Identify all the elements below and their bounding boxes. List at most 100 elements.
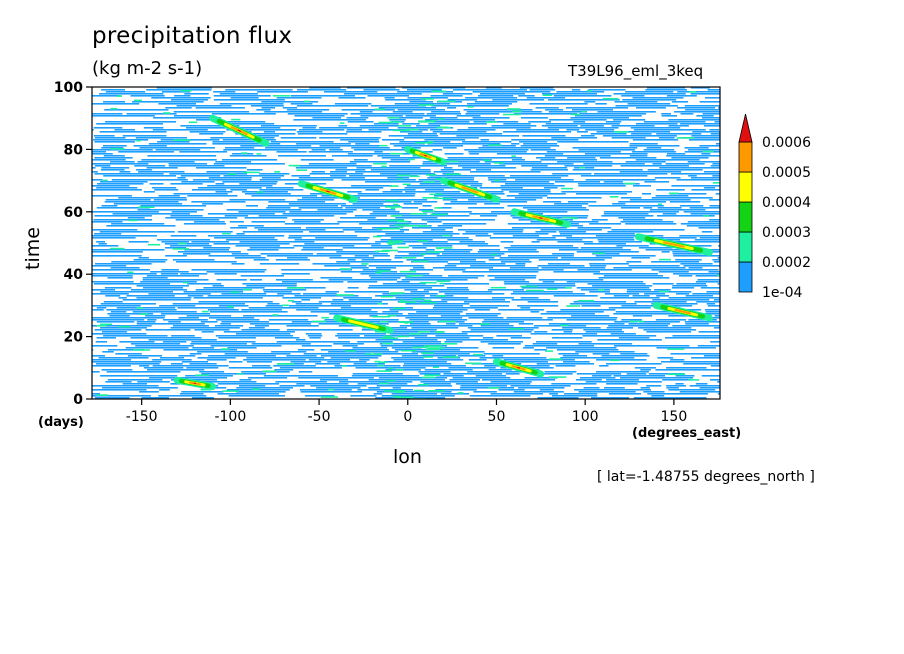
field-patch <box>394 224 409 226</box>
field-streak <box>133 259 168 261</box>
field-streak <box>105 295 121 297</box>
field-streak <box>461 331 532 333</box>
field-patch <box>393 307 406 310</box>
field-streak <box>658 271 689 273</box>
field-streak <box>700 287 720 289</box>
field-patch <box>425 348 440 351</box>
field-streak <box>334 365 401 367</box>
field-streak <box>92 95 121 97</box>
field-streak <box>468 207 504 209</box>
field-streak <box>433 307 498 309</box>
field-streak <box>425 249 435 251</box>
field-streak <box>699 237 720 239</box>
field-streak <box>596 131 671 133</box>
field-streak <box>305 227 363 229</box>
field-streak <box>549 393 559 395</box>
field-patch <box>242 288 253 291</box>
field-streak <box>107 277 133 279</box>
field-streak <box>300 389 352 391</box>
field-streak <box>98 243 107 245</box>
field-streak <box>643 207 653 209</box>
field-streak <box>340 139 379 141</box>
field-streak <box>611 125 655 127</box>
field-patch <box>380 295 394 298</box>
field-streak <box>207 295 284 297</box>
field-streak <box>409 323 431 325</box>
field-streak <box>104 201 179 203</box>
field-streak <box>303 353 371 355</box>
field-streak <box>368 379 445 381</box>
field-streak <box>221 293 267 295</box>
field-streak <box>282 107 298 109</box>
field-streak <box>374 151 383 153</box>
field-streak <box>601 355 650 357</box>
field-streak <box>377 155 400 157</box>
field-streak <box>394 255 424 257</box>
field-streak <box>395 297 469 299</box>
field-patch <box>389 293 397 295</box>
field-streak <box>301 249 343 251</box>
field-streak <box>266 255 342 257</box>
field-streak <box>634 367 656 369</box>
field-streak <box>382 311 399 313</box>
field-streak <box>251 195 318 197</box>
field-streak <box>246 169 263 171</box>
field-streak <box>690 87 710 89</box>
field-streak <box>373 123 399 125</box>
field-streak <box>219 103 284 105</box>
field-patch <box>579 166 585 169</box>
field-streak <box>580 289 610 291</box>
field-streak <box>482 379 555 381</box>
field-streak <box>135 345 194 347</box>
field-streak <box>720 295 740 297</box>
field-streak <box>391 357 425 359</box>
field-streak <box>354 231 404 233</box>
field-streak <box>391 393 438 395</box>
field-streak <box>161 269 179 271</box>
field-streak <box>413 267 425 269</box>
field-streak <box>102 331 127 333</box>
field-streak <box>355 143 370 145</box>
field-streak <box>435 193 505 195</box>
field-streak <box>286 109 330 111</box>
field-streak <box>553 271 600 273</box>
field-streak <box>442 253 505 255</box>
field-streak <box>346 117 369 119</box>
field-streak <box>705 97 720 99</box>
field-streak <box>92 393 100 395</box>
field-streak <box>92 221 123 223</box>
field-patch <box>423 345 442 347</box>
field-patch <box>399 301 417 303</box>
field-streak <box>639 321 680 323</box>
field-streak <box>575 379 602 381</box>
field-streak <box>652 163 662 165</box>
field-streak <box>665 163 705 165</box>
field-streak <box>539 373 573 375</box>
field-streak <box>425 189 444 191</box>
field-streak <box>348 141 380 143</box>
field-streak <box>723 349 770 351</box>
field-streak <box>541 125 578 127</box>
field-patch <box>374 108 385 111</box>
field-streak <box>443 197 501 199</box>
field-streak <box>207 359 227 361</box>
field-streak <box>254 227 301 229</box>
field-streak <box>191 201 246 203</box>
precipitation-field <box>92 87 770 399</box>
field-streak <box>613 313 683 315</box>
field-streak <box>118 197 187 199</box>
x-tick-label: 0 <box>403 409 412 425</box>
field-streak <box>343 297 372 299</box>
field-streak <box>209 317 255 319</box>
field-streak <box>654 177 681 179</box>
field-streak <box>311 149 326 151</box>
field-streak <box>165 217 238 219</box>
field-streak <box>607 231 654 233</box>
field-streak <box>160 357 184 359</box>
field-streak <box>404 187 478 189</box>
field-streak <box>407 97 448 99</box>
field-streak <box>402 87 466 89</box>
field-streak <box>709 199 720 201</box>
field-streak <box>235 127 281 129</box>
field-streak <box>431 111 460 113</box>
